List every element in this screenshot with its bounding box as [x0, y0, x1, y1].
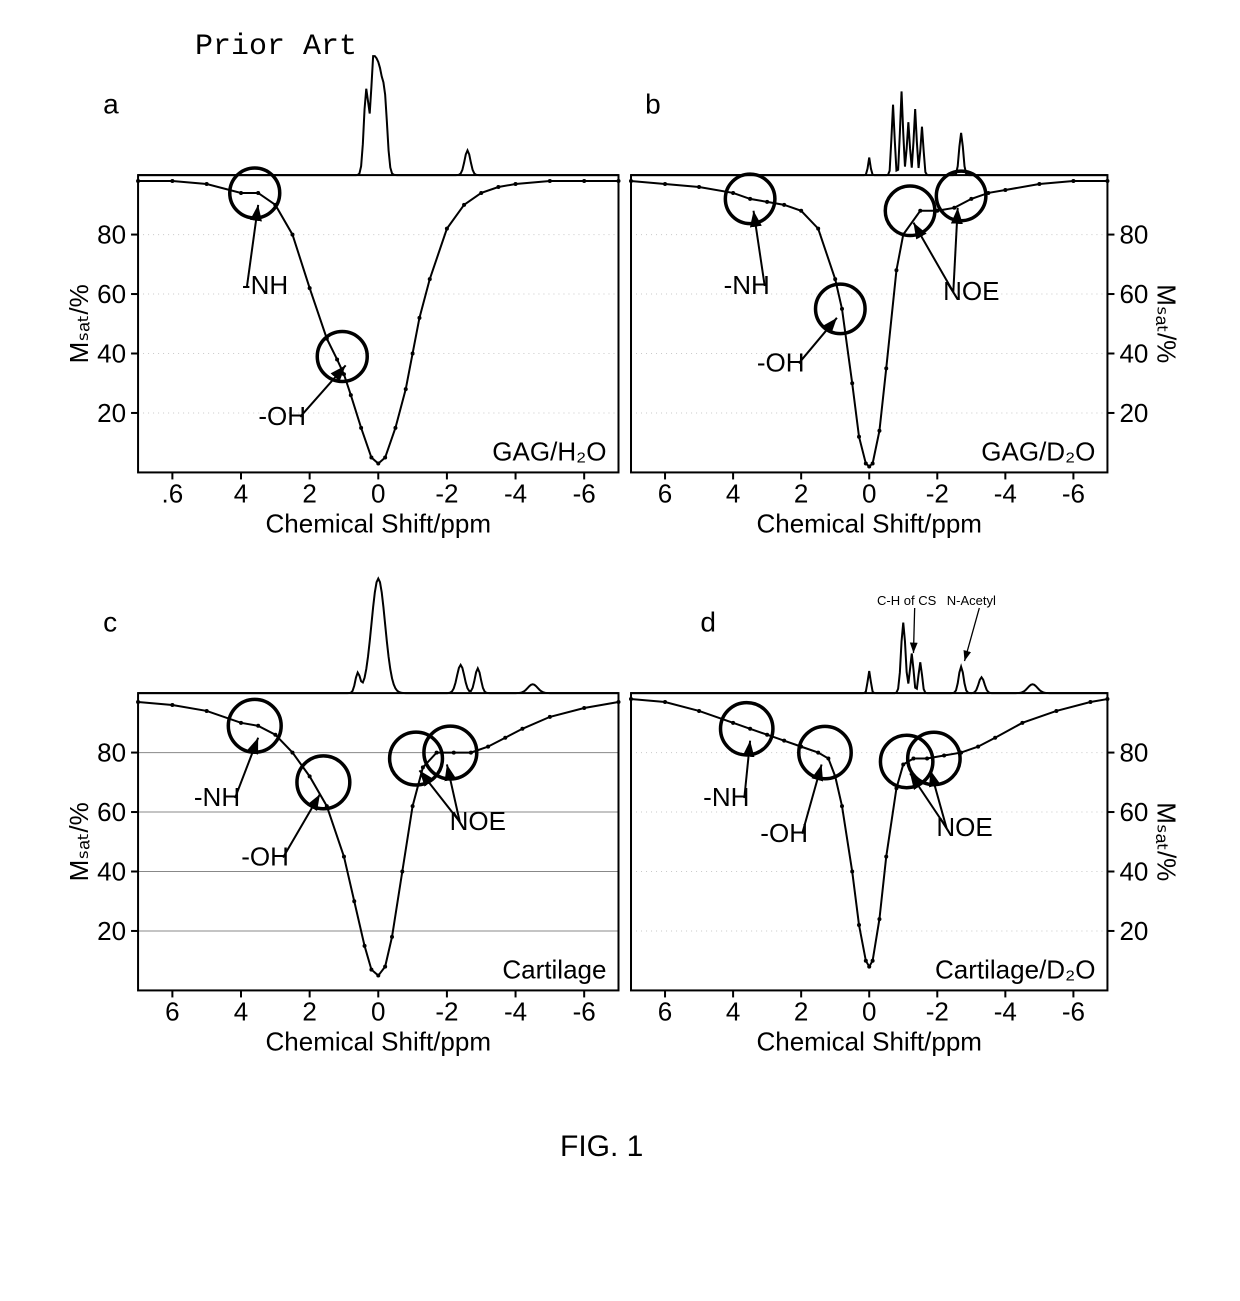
svg-text:2: 2: [302, 478, 316, 508]
panel-b: -NH-OHNOEGAG/D₂O6420-2-4-6Chemical Shift…: [623, 80, 1176, 543]
svg-text:60: 60: [97, 279, 126, 309]
svg-text:40: 40: [1119, 856, 1148, 886]
svg-text:-2: -2: [925, 478, 948, 508]
svg-text:-NH: -NH: [703, 782, 749, 812]
svg-text:GAG/D₂O: GAG/D₂O: [981, 436, 1095, 466]
svg-text:40: 40: [1119, 339, 1148, 369]
svg-text:-4: -4: [504, 478, 527, 508]
svg-text:20: 20: [97, 398, 126, 428]
svg-text:6: 6: [657, 478, 671, 508]
svg-text:4: 4: [725, 996, 739, 1026]
svg-text:-OH: -OH: [756, 347, 804, 377]
svg-text:Cartilage: Cartilage: [502, 954, 606, 984]
svg-text:d: d: [700, 606, 716, 637]
svg-text:Mₛₐₜ/%: Mₛₐₜ/%: [64, 802, 94, 881]
svg-text:4: 4: [234, 478, 248, 508]
svg-text:GAG/H₂O: GAG/H₂O: [492, 436, 606, 466]
svg-text:-4: -4: [993, 478, 1016, 508]
svg-text:Mₛₐₜ/%: Mₛₐₜ/%: [1151, 284, 1181, 363]
svg-text:80: 80: [1119, 220, 1148, 250]
svg-text:2: 2: [793, 478, 807, 508]
svg-text:0: 0: [861, 478, 875, 508]
svg-text:c: c: [103, 606, 117, 637]
prior-art-title: Prior Art: [195, 30, 357, 64]
svg-text:-OH: -OH: [241, 841, 289, 871]
svg-text:-2: -2: [435, 996, 458, 1026]
svg-text:60: 60: [1119, 797, 1148, 827]
svg-text:-6: -6: [1061, 478, 1084, 508]
svg-text:Chemical Shift/ppm: Chemical Shift/ppm: [756, 1026, 982, 1056]
svg-text:Chemical Shift/ppm: Chemical Shift/ppm: [266, 1026, 492, 1056]
figure-caption: FIG. 1: [560, 1130, 643, 1164]
svg-text:0: 0: [371, 996, 385, 1026]
svg-text:80: 80: [97, 737, 126, 767]
svg-text:60: 60: [97, 797, 126, 827]
svg-text:60: 60: [1119, 279, 1148, 309]
svg-text:Cartilage/D₂O: Cartilage/D₂O: [934, 954, 1094, 984]
svg-text:4: 4: [725, 478, 739, 508]
panel-a: -NH-OHGAG/H₂O.6420-2-4-6Chemical Shift/p…: [70, 80, 623, 543]
svg-text:-NH: -NH: [194, 782, 240, 812]
svg-text:-OH: -OH: [760, 817, 808, 847]
svg-text:0: 0: [371, 478, 385, 508]
svg-text:-2: -2: [925, 996, 948, 1026]
svg-text:40: 40: [97, 856, 126, 886]
svg-text:a: a: [103, 88, 119, 119]
svg-text:20: 20: [97, 915, 126, 945]
svg-text:b: b: [645, 88, 661, 119]
svg-text:-6: -6: [573, 996, 596, 1026]
svg-text:6: 6: [165, 996, 179, 1026]
svg-text:4: 4: [234, 996, 248, 1026]
svg-text:20: 20: [1119, 915, 1148, 945]
svg-text:Chemical Shift/ppm: Chemical Shift/ppm: [266, 508, 492, 538]
svg-text:6: 6: [657, 996, 671, 1026]
panel-c: -NH-OHNOECartilage6420-2-4-6Chemical Shi…: [70, 598, 623, 1061]
svg-text:Chemical Shift/ppm: Chemical Shift/ppm: [756, 508, 982, 538]
svg-text:-2: -2: [435, 478, 458, 508]
svg-text:Mₛₐₜ/%: Mₛₐₜ/%: [1151, 802, 1181, 881]
svg-text:80: 80: [1119, 737, 1148, 767]
svg-text:-OH: -OH: [258, 401, 306, 431]
panel-grid: -NH-OHGAG/H₂O.6420-2-4-6Chemical Shift/p…: [70, 80, 1175, 1060]
svg-text:-6: -6: [573, 478, 596, 508]
svg-text:40: 40: [97, 339, 126, 369]
svg-text:20: 20: [1119, 398, 1148, 428]
svg-text:2: 2: [793, 996, 807, 1026]
svg-text:-6: -6: [1061, 996, 1084, 1026]
svg-text:Mₛₐₜ/%: Mₛₐₜ/%: [64, 284, 94, 363]
svg-text:.6: .6: [162, 478, 184, 508]
svg-text:-4: -4: [993, 996, 1016, 1026]
svg-text:2: 2: [302, 996, 316, 1026]
svg-text:C-H of CS: C-H of CS: [877, 593, 937, 608]
svg-text:N-Acetyl: N-Acetyl: [946, 593, 995, 608]
panel-d: C-H of CSN-Acetyl-NH-OHNOECartilage/D₂O6…: [623, 598, 1176, 1061]
svg-text:-4: -4: [504, 996, 527, 1026]
svg-text:0: 0: [861, 996, 875, 1026]
svg-text:80: 80: [97, 220, 126, 250]
